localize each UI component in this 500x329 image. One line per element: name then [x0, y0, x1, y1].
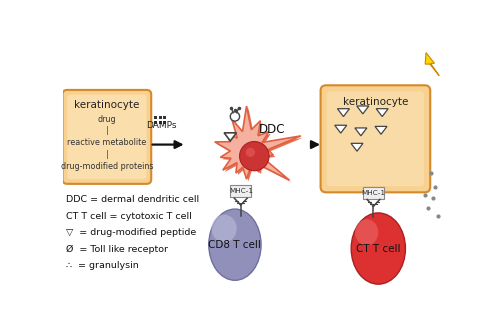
FancyBboxPatch shape: [67, 94, 146, 179]
Polygon shape: [355, 128, 367, 136]
Text: keratinocyte: keratinocyte: [342, 97, 408, 107]
FancyBboxPatch shape: [230, 185, 251, 196]
Text: Ø  = Toll like receptor: Ø = Toll like receptor: [66, 245, 168, 254]
Text: drug
|
reactive metabolite
|
drug-modified proteins: drug | reactive metabolite | drug-modifi…: [60, 114, 153, 171]
Polygon shape: [375, 126, 387, 134]
Polygon shape: [376, 109, 388, 116]
FancyBboxPatch shape: [159, 121, 162, 124]
FancyBboxPatch shape: [164, 121, 166, 124]
Polygon shape: [334, 125, 346, 133]
Polygon shape: [357, 106, 369, 114]
Circle shape: [240, 141, 269, 171]
Polygon shape: [351, 143, 363, 151]
Text: ▽  = drug-modified peptide: ▽ = drug-modified peptide: [66, 228, 196, 237]
Polygon shape: [338, 109, 349, 116]
Circle shape: [246, 148, 255, 157]
Text: DDC: DDC: [258, 123, 285, 136]
Text: DDC = dermal dendritic cell: DDC = dermal dendritic cell: [66, 195, 200, 204]
FancyBboxPatch shape: [320, 85, 430, 192]
FancyBboxPatch shape: [327, 91, 424, 186]
Text: MHC-1: MHC-1: [362, 190, 386, 196]
FancyBboxPatch shape: [363, 187, 384, 199]
Polygon shape: [224, 133, 236, 141]
Circle shape: [230, 112, 239, 121]
Text: MHC-1: MHC-1: [229, 188, 253, 194]
Text: keratinocyte: keratinocyte: [74, 100, 140, 110]
Text: CD8 T cell: CD8 T cell: [208, 240, 262, 250]
FancyBboxPatch shape: [159, 116, 162, 119]
FancyBboxPatch shape: [154, 116, 157, 119]
Ellipse shape: [209, 209, 261, 280]
Text: CT T cell = cytotoxic T cell: CT T cell = cytotoxic T cell: [66, 212, 192, 221]
Text: DAMPs: DAMPs: [146, 121, 176, 130]
Ellipse shape: [351, 213, 406, 284]
Polygon shape: [214, 106, 301, 180]
Polygon shape: [216, 108, 303, 182]
FancyBboxPatch shape: [62, 90, 151, 184]
Text: CT T cell: CT T cell: [356, 243, 401, 254]
Ellipse shape: [212, 215, 236, 242]
FancyBboxPatch shape: [154, 121, 157, 124]
Text: ∴  = granulysin: ∴ = granulysin: [66, 261, 139, 270]
Polygon shape: [425, 53, 439, 76]
Ellipse shape: [355, 219, 378, 245]
FancyBboxPatch shape: [164, 116, 166, 119]
